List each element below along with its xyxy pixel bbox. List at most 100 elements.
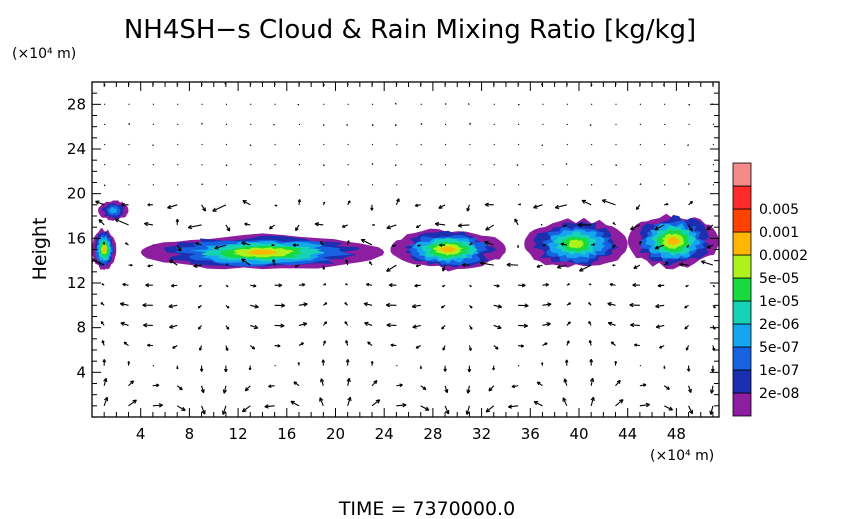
wind-vector	[167, 204, 178, 209]
wind-vector-head	[124, 242, 128, 245]
wind-vector	[290, 400, 300, 407]
wind-vector-head	[497, 304, 503, 309]
wind-vector-head	[179, 386, 183, 391]
wind-vector-head	[102, 359, 107, 363]
wind-vector-head	[533, 204, 538, 209]
y-tick-label: 12	[67, 274, 86, 292]
wind-vector-head	[635, 206, 640, 211]
wind-vector	[114, 218, 129, 226]
wind-vector-head	[104, 185, 106, 187]
wind-vector-head	[145, 283, 150, 288]
wind-vector	[314, 223, 324, 226]
wind-vector-head	[411, 303, 417, 309]
wind-vector	[241, 258, 251, 266]
wind-vector-head	[195, 242, 199, 246]
wind-vector-head	[684, 305, 687, 309]
wind-vector-head	[688, 409, 693, 415]
wind-vector	[420, 405, 430, 411]
colorbar-label: 1e-07	[759, 363, 799, 379]
wind-vector	[242, 200, 251, 206]
x-tick-label: 24	[375, 425, 394, 443]
wind-vector-head	[201, 122, 203, 125]
wind-vector-head	[633, 265, 638, 269]
wind-vector-head	[686, 368, 691, 372]
wind-vector-head	[484, 202, 489, 207]
wind-vector-head	[562, 224, 566, 228]
wind-vector-head	[346, 377, 351, 383]
cloud-contour	[102, 246, 106, 253]
wind-vector	[412, 324, 421, 328]
wind-vector-head	[469, 122, 472, 125]
wind-vector-head	[589, 359, 594, 363]
wind-vector	[347, 378, 350, 386]
wind-vector-head	[345, 283, 347, 286]
wind-vector	[701, 260, 714, 266]
wind-vector-head	[396, 198, 400, 203]
wind-vector-head	[346, 124, 348, 126]
wind-vector	[386, 264, 397, 272]
wind-vector	[562, 397, 568, 407]
colorbar: 2e-08 1e-07 5e-07 2e-06 1e-05 5e-05 0.0002 0.00…	[732, 162, 808, 417]
wind-vector	[533, 401, 543, 407]
wind-vector-head	[645, 402, 650, 408]
wind-vector-head	[177, 247, 182, 252]
wind-vector-head	[321, 359, 326, 363]
x-tick-label: 44	[618, 425, 637, 443]
wind-vector	[493, 324, 502, 329]
wind-vector-head	[516, 164, 518, 166]
wind-vector	[484, 241, 494, 246]
wind-vector-head	[511, 384, 516, 389]
wind-vector-head	[484, 240, 489, 245]
wind-vector	[361, 239, 373, 246]
wind-vector-head	[668, 406, 674, 411]
wind-vector-head	[253, 324, 259, 330]
colorbar-label: 2e-08	[759, 386, 799, 402]
wind-vector-head	[657, 283, 662, 288]
wind-vector	[542, 323, 551, 326]
wind-vector-head	[666, 386, 670, 390]
wind-vector-head	[607, 302, 612, 307]
wind-vector	[480, 262, 494, 266]
wind-vector-head	[610, 341, 615, 345]
wind-vector-head	[616, 379, 621, 384]
wind-vector-head	[612, 245, 615, 248]
wind-vector-head	[461, 262, 466, 268]
wind-vector-head	[469, 326, 473, 330]
wind-vector-head	[546, 322, 551, 327]
wind-vector-head	[524, 303, 529, 308]
wind-vector-head	[226, 305, 230, 309]
wind-vector-head	[541, 362, 544, 365]
wind-vector	[298, 322, 307, 326]
wind-vector-head	[241, 258, 246, 263]
wind-vector-head	[101, 283, 104, 286]
wind-vector-head	[485, 408, 491, 413]
wind-vector-head	[103, 396, 109, 402]
wind-vector-head	[323, 201, 326, 204]
wind-vector-head	[319, 240, 323, 244]
wind-vector-head	[248, 367, 252, 371]
wind-vector-head	[434, 221, 440, 227]
wind-vector-head	[221, 410, 227, 415]
wind-vector-head	[114, 218, 119, 223]
wind-vector-head	[615, 164, 618, 167]
wind-vector-head	[394, 164, 397, 167]
wind-vector-head	[589, 377, 595, 383]
wind-vector-head	[253, 284, 257, 288]
wind-vector-head	[601, 199, 607, 204]
y-tick-label: 20	[67, 185, 86, 203]
wind-vector	[188, 224, 202, 229]
wind-vector-head	[619, 399, 624, 404]
wind-vector	[508, 405, 519, 408]
wind-vector	[214, 244, 227, 250]
x-tick-label: 28	[423, 425, 442, 443]
wind-vector-head	[241, 407, 247, 413]
wind-vector-head	[412, 324, 417, 329]
wind-vector-head	[614, 360, 618, 364]
wind-vector-head	[249, 144, 252, 147]
wind-vector-head	[297, 199, 302, 203]
wind-vector	[467, 385, 470, 394]
wind-vector-head	[710, 368, 715, 373]
wind-vector-head	[479, 261, 485, 266]
wind-vector-head	[320, 378, 325, 383]
